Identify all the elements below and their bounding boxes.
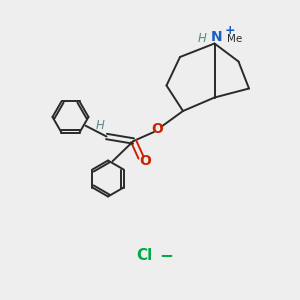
Text: Me: Me — [227, 34, 242, 44]
Text: −: − — [160, 246, 173, 264]
Text: N: N — [211, 30, 223, 44]
Text: H: H — [197, 32, 206, 45]
Text: Cl: Cl — [136, 248, 152, 262]
Text: O: O — [152, 122, 164, 136]
Text: H: H — [95, 118, 104, 132]
Text: +: + — [225, 24, 236, 38]
Text: O: O — [140, 154, 152, 168]
